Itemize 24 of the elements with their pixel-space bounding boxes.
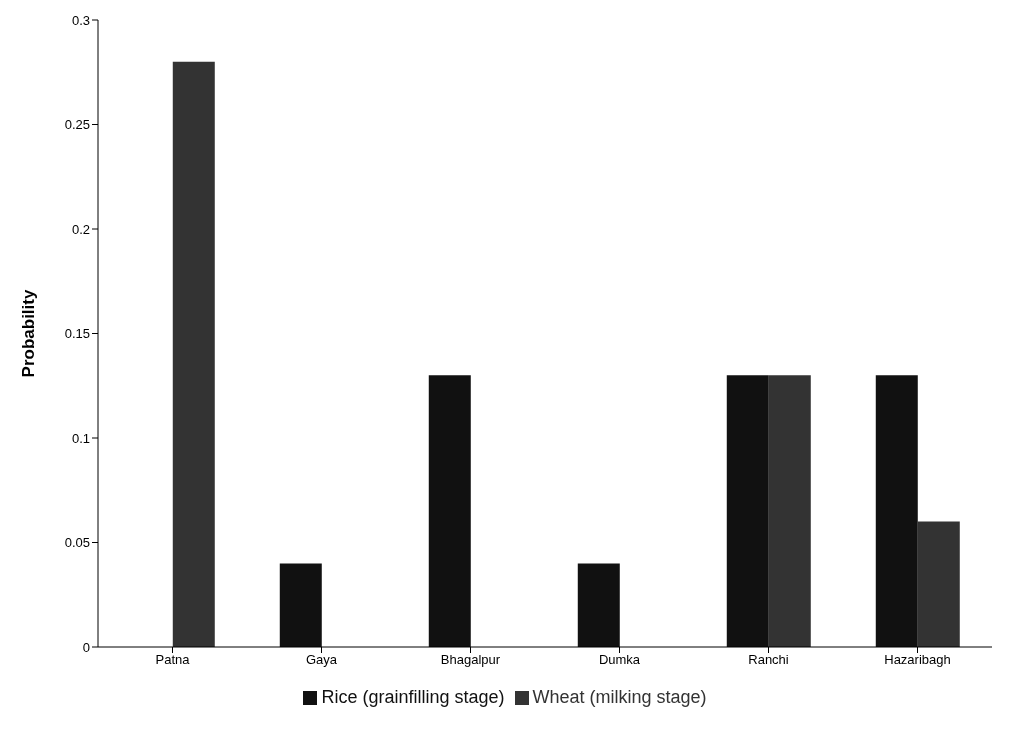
x-tick-label: Bhagalpur [440, 652, 501, 668]
x-tick-label: Hazaribagh [884, 652, 951, 668]
y-tick-label: 0.05 [64, 535, 90, 551]
bar [726, 375, 769, 647]
y-tick-label: 0.1 [71, 430, 90, 446]
bar [577, 563, 620, 647]
bar [428, 375, 471, 647]
x-tick-label: Gaya [305, 652, 338, 668]
bar [768, 375, 811, 647]
x-tick-label: Dumka [598, 652, 641, 668]
y-tick-label: 0.15 [64, 326, 90, 342]
bar [172, 61, 215, 647]
y-tick-label: 0.2 [71, 221, 90, 237]
legend-label: Rice (grainfilling stage) [321, 687, 505, 707]
bar [917, 521, 960, 647]
bar [279, 563, 322, 647]
legend-label: Wheat (milking stage) [532, 687, 707, 707]
y-tick-label: 0.3 [71, 12, 90, 28]
y-axis-title: Probability [19, 289, 39, 378]
x-tick-label: Ranchi [748, 652, 789, 668]
y-tick-label: 0.25 [64, 117, 90, 133]
x-tick-label: Patna [155, 652, 191, 668]
y-tick-label: 0 [82, 639, 90, 655]
bar [875, 375, 918, 647]
